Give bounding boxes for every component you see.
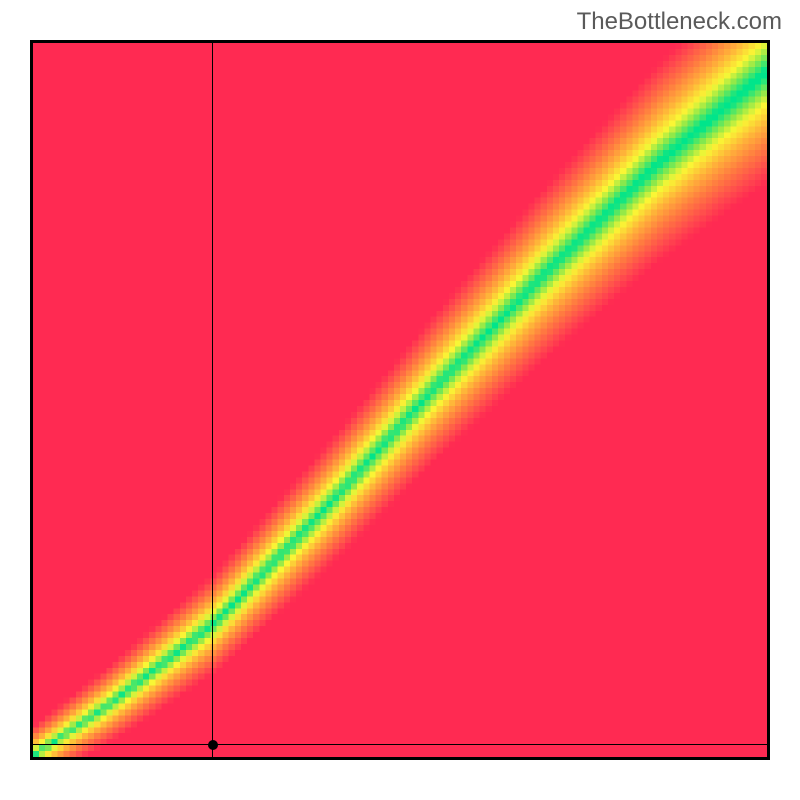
heatmap-canvas [33,43,767,757]
crosshair-horizontal [33,744,767,745]
chart-container: TheBottleneck.com [0,0,800,800]
crosshair-vertical [212,43,213,757]
watermark-text: TheBottleneck.com [577,8,782,36]
marker-point [208,740,218,750]
